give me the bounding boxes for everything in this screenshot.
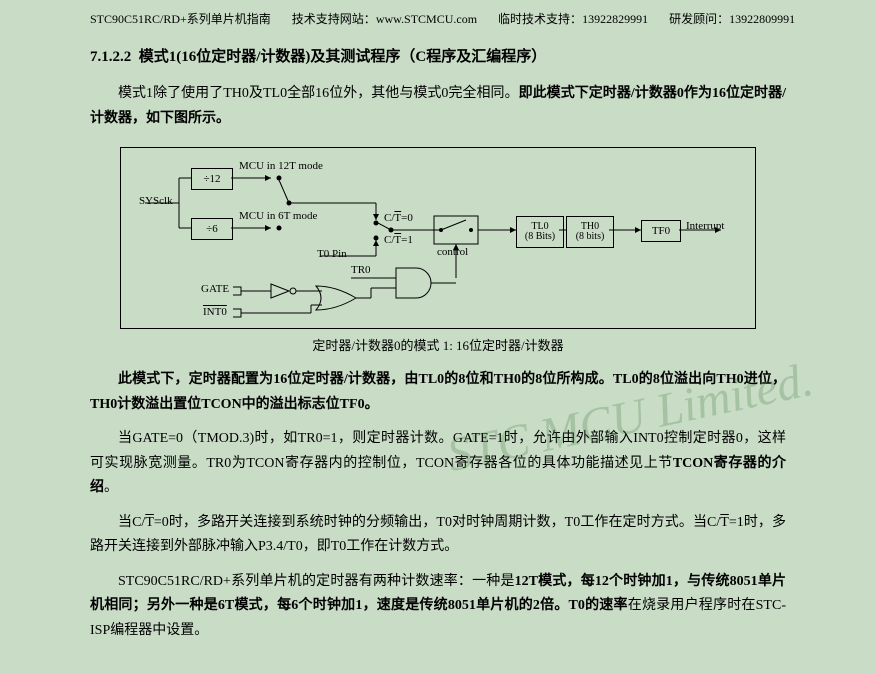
para-2: 此模式下，定时器配置为16位定时器/计数器，由TL0的8位和TH0的8位所构成。… bbox=[90, 368, 786, 417]
p4d: T bbox=[720, 515, 729, 530]
para-1: 模式1除了使用了TH0及TL0全部16位外，其他与模式0完全相同。即此模式下定时… bbox=[90, 82, 786, 131]
p1a: 模式1除了使用了TH0及TL0全部16位外，其他与模式0完全相同。 bbox=[118, 86, 519, 101]
label-mcu12t: MCU in 12T mode bbox=[239, 160, 323, 172]
timer-diagram: SYSclk ÷12 ÷6 MCU in 12T mode MCU in 6T … bbox=[120, 147, 756, 329]
label-tr0: TR0 bbox=[351, 264, 371, 276]
label-int0: INT0 bbox=[203, 306, 227, 318]
header-site-label: 技术支持网站： bbox=[292, 10, 376, 27]
header-guide: STC90C51RC/RD+系列单片机指南 bbox=[90, 10, 271, 27]
box-tf0: TF0 bbox=[641, 220, 681, 242]
p4b: T bbox=[145, 515, 154, 530]
section-num: 7.1.2.2 bbox=[90, 49, 131, 65]
label-ct1: C/T=1 bbox=[384, 234, 413, 246]
diagram-caption: 定时器/计数器0的模式 1: 16位定时器/计数器 bbox=[90, 335, 786, 354]
p3c: 。 bbox=[104, 480, 118, 495]
header-support-label: 临时技术支持： bbox=[498, 10, 582, 27]
para-3: 当GATE=0（TMOD.3)时，如TR0=1，则定时器计数。GATE=1时，允… bbox=[90, 427, 786, 501]
label-control: control bbox=[437, 246, 468, 258]
label-t0pin: T0 Pin bbox=[317, 248, 347, 260]
para-5: STC90C51RC/RD+系列单片机的定时器有两种计数速率：一种是12T模式，… bbox=[90, 570, 786, 644]
para-4: 当C/T=0时，多路开关连接到系统时钟的分频输出，T0对时钟周期计数，T0工作在… bbox=[90, 511, 786, 560]
p4a: 当C/ bbox=[118, 515, 145, 530]
page-header: STC90C51RC/RD+系列单片机指南 技术支持网站：www.STCMCU.… bbox=[90, 10, 786, 27]
header-site: www.STCMCU.com bbox=[376, 12, 477, 27]
section-title: 7.1.2.2 模式1(16位定时器/计数器)及其测试程序（C程序及汇编程序） bbox=[90, 45, 786, 66]
p5a: STC90C51RC/RD+系列单片机的定时器有两种计数速率：一种是 bbox=[118, 574, 515, 589]
box-div6: ÷6 bbox=[191, 218, 233, 240]
p4c: =0时，多路开关连接到系统时钟的分频输出，T0对时钟周期计数，T0工作在定时方式… bbox=[154, 515, 720, 530]
box-div12: ÷12 bbox=[191, 168, 233, 190]
page: STC90C51RC/RD+系列单片机指南 技术支持网站：www.STCMCU.… bbox=[0, 0, 876, 673]
header-consult-label: 研发顾问： bbox=[669, 10, 729, 27]
label-sysclk: SYSclk bbox=[139, 195, 173, 207]
section-heading: 模式1(16位定时器/计数器)及其测试程序（C程序及汇编程序） bbox=[139, 49, 547, 65]
label-interrupt: Interrupt bbox=[686, 220, 724, 232]
label-ct0: C/T=0 bbox=[384, 212, 413, 224]
tl0-bot: (8 Bits) bbox=[525, 232, 555, 243]
label-mcu6t: MCU in 6T mode bbox=[239, 210, 317, 222]
box-th0: TH0 (8 bits) bbox=[566, 216, 614, 248]
th0-bot: (8 bits) bbox=[576, 232, 605, 243]
header-support-phone: 13922829991 bbox=[582, 12, 648, 27]
box-tl0: TL0 (8 Bits) bbox=[516, 216, 564, 248]
label-gate: GATE bbox=[201, 283, 229, 295]
header-consult-phone: 13922809991 bbox=[729, 12, 795, 27]
